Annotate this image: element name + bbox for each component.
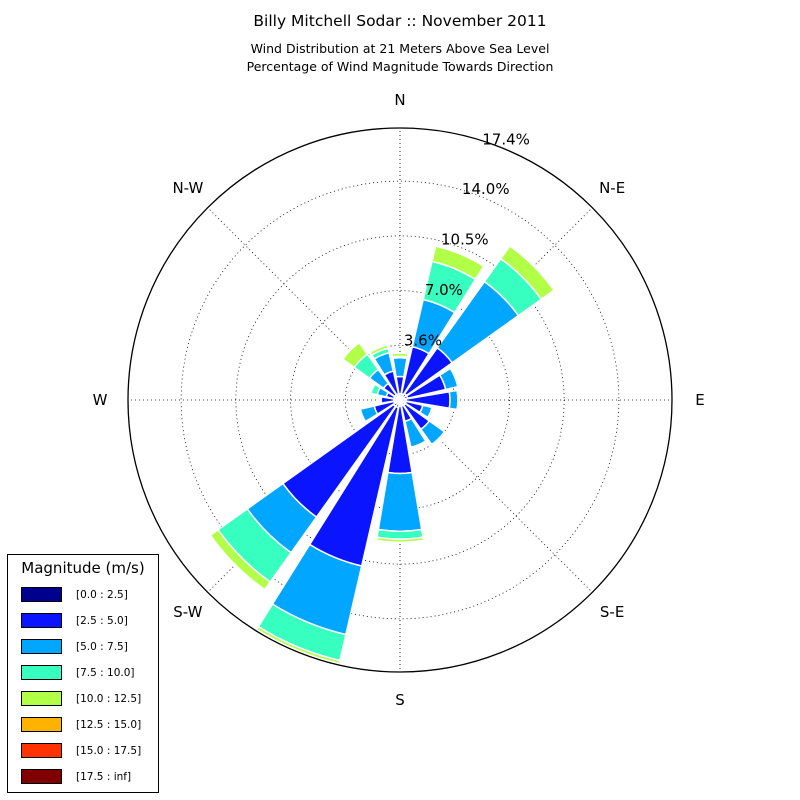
legend-swatch: [21, 717, 62, 732]
bar-sector-14-bin-5: [340, 340, 361, 361]
legend-swatch: [21, 665, 62, 680]
direction-label-n-e: N-E: [599, 179, 625, 197]
chart-title: Billy Mitchell Sodar :: November 2011: [253, 12, 547, 30]
radial-tick-label-5: 17.4%: [482, 131, 530, 149]
bar-sector-0-bin-2: [392, 357, 408, 378]
bar-sector-0-bin-4: [391, 352, 409, 358]
direction-label-e: E: [695, 391, 704, 409]
direction-label-n-w: N-W: [172, 179, 203, 197]
bar-sector-3-bin-3: [449, 366, 461, 388]
bar-sector-4-bin-2: [448, 389, 459, 411]
legend-label: [10.0 : 12.5]: [76, 693, 142, 705]
bar-sector-9-bin-4: [255, 625, 341, 665]
legend-swatch: [21, 639, 62, 654]
bar-sector-11-bin-2: [359, 405, 379, 423]
legend-title: Magnitude (m/s): [21, 559, 145, 577]
wind-rose-bars: [209, 244, 556, 665]
legend-swatch: [21, 743, 62, 758]
legend-label: [12.5 : 15.0]: [76, 719, 142, 731]
direction-label-w: W: [93, 391, 108, 409]
bar-sector-8-bin-4: [375, 536, 425, 543]
polar-frame: [127, 127, 673, 673]
bar-sector-7-bin-4: [410, 441, 429, 452]
legend-swatch: [21, 587, 62, 602]
legend-swatch: [21, 769, 62, 784]
grid-circle-2: [290, 290, 510, 510]
direction-label-n: N: [394, 91, 405, 109]
legend-label: [7.5 : 10.0]: [76, 667, 135, 679]
legend-label: [5.0 : 7.5]: [76, 641, 128, 653]
grid-spoke-8: [207, 207, 401, 401]
bar-sector-10-bin-4: [209, 528, 272, 591]
radial-tick-label-1: 3.6%: [404, 331, 442, 349]
grid-spoke-4: [399, 399, 593, 593]
bar-sector-1-bin-4: [431, 245, 485, 281]
legend-label: [15.0 : 17.5]: [76, 745, 142, 757]
bar-sector-8-bin-2: [377, 471, 423, 532]
legend-label: [0.0 : 2.5]: [76, 589, 128, 601]
bar-sector-2-bin-4: [499, 244, 556, 301]
bar-sector-15-bin-4: [369, 344, 389, 356]
legend-label: [17.5 : inf]: [76, 771, 132, 783]
direction-label-s: S: [395, 691, 405, 709]
bar-sector-12-bin-2: [378, 395, 383, 405]
legend-swatch: [21, 691, 62, 706]
chart-subtitle-line-2: Percentage of Wind Magnitude Towards Dir…: [246, 59, 554, 74]
direction-labels: N N-E E S-E S S-W W N-W: [93, 91, 705, 709]
radial-tick-label-2: 7.0%: [425, 281, 463, 299]
legend-swatch: [21, 613, 62, 628]
direction-label-s-e: S-E: [600, 603, 624, 621]
chart-subtitle-line-1: Wind Distribution at 21 Meters Above Sea…: [250, 41, 550, 56]
bar-sector-6-bin-3: [430, 430, 447, 447]
radial-tick-label-4: 14.0%: [462, 180, 510, 198]
bar-sector-5-bin-3: [426, 406, 435, 420]
radial-tick-label-3: 10.5%: [441, 230, 489, 248]
grid-circle-4: [180, 180, 620, 620]
radial-tick-labels: 3.6% 7.0% 10.5% 14.0% 17.4%: [404, 131, 530, 350]
legend: Magnitude (m/s) [0.0 : 2.5] [2.5 : 5.0] [5…: [7, 554, 159, 793]
direction-label-s-w: S-W: [173, 603, 202, 621]
legend-label: [2.5 : 5.0]: [76, 615, 128, 627]
bar-sector-13-bin-3: [370, 383, 382, 396]
